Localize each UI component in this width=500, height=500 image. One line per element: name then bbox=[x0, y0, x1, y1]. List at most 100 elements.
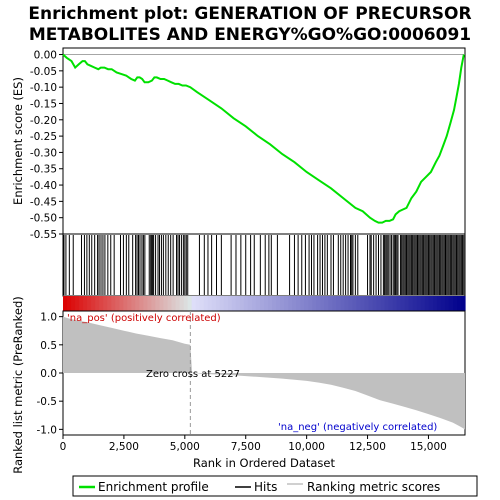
color-bar-segment bbox=[119, 296, 124, 311]
color-bar-segment bbox=[67, 296, 72, 311]
color-bar-segment bbox=[127, 296, 132, 311]
color-bar-segment bbox=[95, 296, 100, 311]
color-bar-segment bbox=[384, 296, 390, 311]
color-bar-segment bbox=[243, 296, 249, 311]
x-tick-label: 15,000 bbox=[410, 441, 447, 453]
color-bar-segment bbox=[428, 296, 434, 311]
color-bar-segment bbox=[368, 296, 374, 311]
color-bar-segment bbox=[163, 296, 169, 311]
color-bar-segment bbox=[111, 296, 116, 311]
hit-marks bbox=[63, 235, 465, 295]
color-bar-segment bbox=[424, 296, 430, 311]
color-bar-segment bbox=[211, 296, 217, 311]
color-bar-segment bbox=[259, 296, 265, 311]
color-bar-segment bbox=[456, 296, 462, 311]
color-bar-segment bbox=[452, 296, 458, 311]
color-bar-segment bbox=[436, 296, 442, 311]
color-bar-segment bbox=[280, 296, 285, 311]
color-bar-segment bbox=[328, 296, 333, 311]
ranking-metric-series bbox=[63, 316, 465, 430]
color-bar-segment bbox=[231, 296, 237, 311]
x-tick-label: 5,000 bbox=[170, 441, 200, 453]
es-y-tick-label: -0.50 bbox=[30, 213, 57, 225]
ranking-metric-area bbox=[63, 316, 465, 430]
color-bar-segment bbox=[187, 296, 193, 311]
color-bar-segment bbox=[316, 296, 321, 311]
color-bar-segment bbox=[251, 296, 257, 311]
color-bar-segment bbox=[268, 296, 273, 311]
x-tick-label: 12,500 bbox=[349, 441, 386, 453]
x-tick-label: 2,500 bbox=[109, 441, 139, 453]
metric-y-tick-label: 1.0 bbox=[40, 312, 57, 324]
color-bar-segment bbox=[292, 296, 297, 311]
color-bar-segment bbox=[143, 296, 149, 311]
color-bar-segment bbox=[332, 296, 337, 311]
es-y-tick-label: -0.45 bbox=[30, 196, 57, 208]
color-bar-segment bbox=[135, 296, 140, 311]
es-y-axis-label: Enrichment score (ES) bbox=[11, 77, 25, 205]
color-bar-segment bbox=[460, 296, 466, 311]
es-y-tick-label: -0.30 bbox=[30, 147, 57, 159]
x-axis-label: Rank in Ordered Dataset bbox=[193, 456, 336, 470]
color-bar-segment bbox=[175, 296, 181, 311]
es-y-tick-label: -0.15 bbox=[30, 98, 57, 110]
color-bar-segment bbox=[308, 296, 313, 311]
color-bar-segment bbox=[155, 296, 161, 311]
color-bar-segment bbox=[195, 296, 201, 311]
color-bar-segment bbox=[404, 296, 410, 311]
es-y-tick-label: -0.40 bbox=[30, 180, 57, 192]
color-bar-segment bbox=[159, 296, 165, 311]
color-bar-segment bbox=[199, 296, 205, 311]
color-bar-segment bbox=[416, 296, 422, 311]
color-bar-segment bbox=[396, 296, 402, 311]
x-tick-label: 0 bbox=[60, 441, 67, 453]
ranking-color-bar bbox=[63, 296, 466, 311]
color-bar-segment bbox=[255, 296, 261, 311]
color-bar-segment bbox=[171, 296, 177, 311]
color-bar-segment bbox=[223, 296, 229, 311]
color-bar-segment bbox=[344, 296, 350, 311]
color-bar-segment bbox=[324, 296, 329, 311]
es-y-ticks: 0.00 -0.05 -0.10 -0.15 -0.20 -0.25 -0.30 -0.35 -… bbox=[30, 50, 63, 241]
color-bar-segment bbox=[103, 296, 108, 311]
color-bar-segment bbox=[215, 296, 221, 311]
color-bar-segment bbox=[71, 296, 76, 311]
metric-y-tick-label: -1.0 bbox=[37, 424, 58, 436]
negatively-correlated-label: 'na_neg' (negatively correlated) bbox=[278, 422, 437, 433]
enrichment-profile-line bbox=[62, 53, 465, 224]
color-bar-segment bbox=[191, 296, 197, 311]
color-bar-segment bbox=[123, 296, 128, 311]
color-bar-segment bbox=[219, 296, 225, 311]
color-bar-segment bbox=[147, 296, 153, 311]
color-bar-segment bbox=[167, 296, 173, 311]
metric-y-tick-label: 0.0 bbox=[40, 368, 57, 380]
chart-title-line-1: Enrichment plot: GENERATION OF PRECURSOR bbox=[28, 4, 471, 24]
color-bar-segment bbox=[83, 296, 88, 311]
legend-box bbox=[72, 475, 478, 497]
color-bar-segment bbox=[264, 296, 269, 311]
es-y-tick-label: -0.25 bbox=[30, 131, 57, 143]
color-bar-segment bbox=[207, 296, 213, 311]
color-bar-segment bbox=[63, 296, 68, 311]
zero-cross-label: Zero cross at 5227 bbox=[146, 369, 240, 380]
color-bar-segment bbox=[312, 296, 317, 311]
color-bar-segment bbox=[79, 296, 84, 311]
x-tick-label: 10,000 bbox=[288, 441, 325, 453]
color-bar-segment bbox=[75, 296, 80, 311]
color-bar-segment bbox=[440, 296, 446, 311]
color-bar-segment bbox=[227, 296, 233, 311]
metric-y-ticks: 1.0 0.5 0.0 -0.5 -1.0 bbox=[37, 312, 63, 436]
color-bar-segment bbox=[444, 296, 450, 311]
color-bar-segment bbox=[296, 296, 301, 311]
color-bar-segment bbox=[420, 296, 426, 311]
enrichment-profile-series bbox=[62, 53, 465, 224]
color-bar-segment bbox=[372, 296, 378, 311]
color-bar-segment bbox=[91, 296, 96, 311]
es-y-tick-label: -0.55 bbox=[30, 229, 57, 241]
color-bar-segment bbox=[304, 296, 309, 311]
metric-y-tick-label: 0.5 bbox=[40, 340, 57, 352]
es-y-tick-label: 0.00 bbox=[34, 50, 57, 62]
color-bar-segment bbox=[272, 296, 277, 311]
color-bar-segment bbox=[247, 296, 253, 311]
color-bar-segment bbox=[360, 296, 366, 311]
